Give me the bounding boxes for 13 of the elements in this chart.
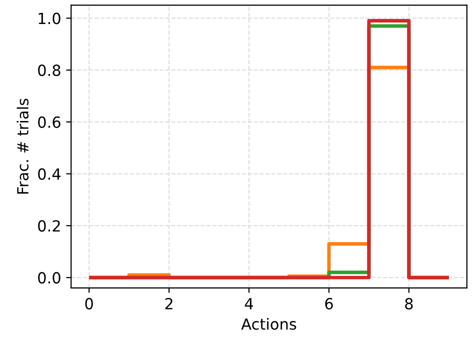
y-tick-label: 0.4 [38,168,61,180]
y-tick-label: 0.8 [38,64,60,76]
y-tick-label: 0.0 [38,272,60,284]
y-tick-label: 1.0 [38,12,60,24]
x-tick-label: 8 [405,298,413,310]
x-axis-title: Actions [241,318,296,330]
x-tick-label: 4 [244,298,254,310]
x-tick-label: 2 [165,298,172,310]
x-tick-label: 6 [325,298,333,310]
y-tick-label: 0.6 [38,116,60,128]
y-tick-label: 0.2 [38,220,60,232]
x-tick-label: 0 [85,298,93,310]
y-axis-title: Frac. # trials [16,98,29,194]
